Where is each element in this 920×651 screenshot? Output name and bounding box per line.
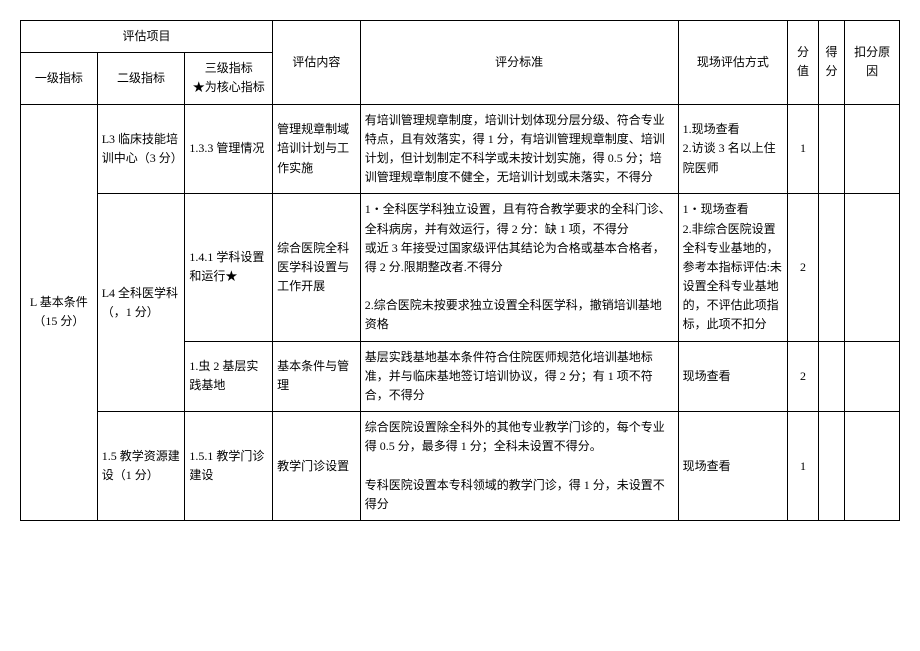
header-level1: 一级指标 — [21, 53, 98, 104]
cell-content: 管理规章制域培训计划与工作实施 — [273, 104, 361, 194]
header-eval-project: 评估项目 — [21, 21, 273, 53]
header-level2: 二级指标 — [97, 53, 185, 104]
header-deduct-reason: 扣分原因 — [845, 21, 900, 105]
cell-l1: L 基本条件（15 分） — [21, 104, 98, 521]
table-row: L4 全科医学科（，1 分） 1.4.1 学科设置和运行★ 综合医院全科医学科设… — [21, 194, 900, 341]
cell-std: 有培训管理规章制度，培训计划体现分层分级、符合专业特点，且有效落实，得 1 分，… — [360, 104, 678, 194]
cell-content: 综合医院全科医学科设置与工作开展 — [273, 194, 361, 341]
cell-l2: L4 全科医学科（，1 分） — [97, 194, 185, 412]
cell-l2: L3 临床技能培训中心（3 分） — [97, 104, 185, 194]
table-row: L 基本条件（15 分） L3 临床技能培训中心（3 分） 1.3.3 管理情况… — [21, 104, 900, 194]
cell-std: 综合医院设置除全科外的其他专业教学门诊的，每个专业得 0.5 分，最多得 1 分… — [360, 412, 678, 521]
header-score-got: 得分 — [818, 21, 844, 105]
cell-score: 1 — [788, 412, 819, 521]
cell-got — [818, 341, 844, 412]
cell-l2: 1.5 教学资源建设（1 分） — [97, 412, 185, 521]
cell-content: 基本条件与管理 — [273, 341, 361, 412]
cell-reason — [845, 194, 900, 341]
cell-got — [818, 104, 844, 194]
cell-method: 现场查看 — [678, 341, 788, 412]
header-onsite-method: 现场评估方式 — [678, 21, 788, 105]
cell-std: 基层实践基地基本条件符合住院医师规范化培训基地标准，并与临床基地签订培训协议，得… — [360, 341, 678, 412]
cell-got — [818, 412, 844, 521]
cell-score: 2 — [788, 194, 819, 341]
cell-l3: 1.4.1 学科设置和运行★ — [185, 194, 273, 341]
evaluation-table: 评估项目 评估内容 评分标准 现场评估方式 分值 得分 扣分原因 一级指标 二级… — [20, 20, 900, 521]
cell-score: 1 — [788, 104, 819, 194]
cell-l3: 1.5.1 教学门诊建设 — [185, 412, 273, 521]
header-scoring-std: 评分标准 — [360, 21, 678, 105]
cell-method: 1.现场查看 2.访谈 3 名以上住院医师 — [678, 104, 788, 194]
cell-method: 现场查看 — [678, 412, 788, 521]
header-eval-content: 评估内容 — [273, 21, 361, 105]
cell-method: 1・现场查看 2.非综合医院设置全科专业基地的，参考本指标评估:未设置全科专业基… — [678, 194, 788, 341]
cell-std: 1・全科医学科独立设置，且有符合教学要求的全科门诊、全科病房，并有效运行，得 2… — [360, 194, 678, 341]
cell-l3: 1.虫 2 基层实践基地 — [185, 341, 273, 412]
table-row: 1.5 教学资源建设（1 分） 1.5.1 教学门诊建设 教学门诊设置 综合医院… — [21, 412, 900, 521]
cell-content: 教学门诊设置 — [273, 412, 361, 521]
header-level3: 三级指标 ★为核心指标 — [185, 53, 273, 104]
cell-reason — [845, 104, 900, 194]
cell-reason — [845, 412, 900, 521]
cell-score: 2 — [788, 341, 819, 412]
header-score-value: 分值 — [788, 21, 819, 105]
cell-reason — [845, 341, 900, 412]
cell-l3: 1.3.3 管理情况 — [185, 104, 273, 194]
cell-got — [818, 194, 844, 341]
